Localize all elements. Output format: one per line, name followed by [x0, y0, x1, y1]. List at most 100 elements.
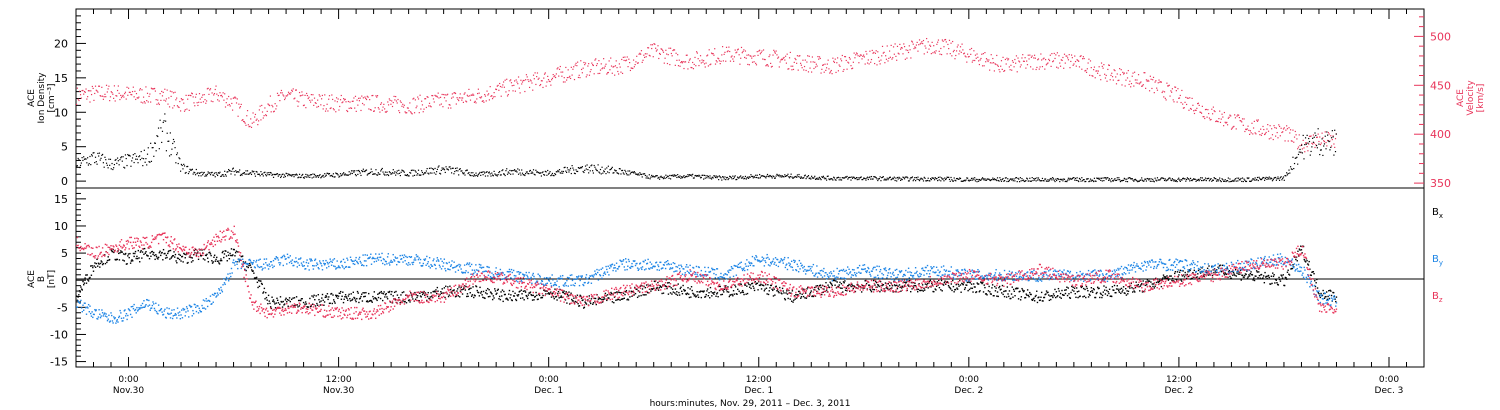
data-point [1012, 61, 1014, 63]
data-point [840, 179, 842, 181]
data-point [1116, 285, 1118, 287]
data-point [1087, 289, 1089, 292]
data-point [1122, 71, 1124, 73]
data-point [968, 180, 970, 182]
data-point [295, 89, 297, 91]
data-point [547, 173, 550, 175]
data-point [1072, 64, 1074, 66]
data-point [779, 176, 781, 178]
data-point [267, 302, 269, 305]
data-point [453, 92, 455, 94]
data-point [148, 247, 150, 249]
data-point [225, 175, 227, 177]
data-point [279, 173, 281, 176]
data-point [575, 62, 577, 64]
data-point [368, 108, 370, 110]
data-point [971, 61, 973, 63]
data-point [1080, 180, 1082, 182]
data-point [1046, 180, 1048, 182]
data-point [435, 95, 437, 97]
data-point [200, 255, 203, 257]
data-point [1089, 74, 1091, 76]
data-point [125, 157, 127, 160]
data-point [372, 94, 374, 97]
data-point [958, 53, 960, 55]
data-point [566, 302, 568, 304]
data-point [1021, 287, 1023, 290]
data-point [549, 292, 551, 295]
data-point [649, 284, 651, 286]
data-point [83, 93, 85, 95]
data-point [176, 152, 179, 154]
data-point [1303, 158, 1305, 160]
data-point [415, 107, 417, 109]
data-point [384, 294, 387, 296]
data-point [514, 80, 516, 82]
data-point [777, 57, 779, 59]
data-point [783, 297, 786, 300]
data-point [606, 294, 609, 296]
data-point [873, 51, 875, 54]
data-point [317, 99, 319, 101]
data-point [237, 171, 239, 173]
data-point [1021, 177, 1023, 180]
data-point [1085, 69, 1087, 72]
data-point [181, 256, 183, 258]
data-point [298, 91, 301, 94]
data-point [329, 107, 331, 110]
data-point [181, 99, 183, 101]
data-point [636, 55, 638, 57]
data-point [403, 291, 405, 293]
data-point [1213, 177, 1215, 179]
data-point [677, 176, 680, 178]
data-point [1026, 294, 1028, 296]
data-point [911, 288, 913, 290]
data-point [923, 53, 925, 55]
data-point [167, 103, 169, 105]
data-point [204, 259, 206, 261]
data-point [663, 176, 665, 178]
data-point [250, 126, 253, 128]
data-point [688, 174, 691, 176]
data-point [1295, 134, 1297, 136]
data-point [470, 295, 473, 297]
data-point [1150, 178, 1152, 180]
data-point [1071, 289, 1074, 291]
data-point [187, 261, 189, 264]
data-point [330, 107, 332, 109]
data-point [1122, 73, 1125, 75]
data-point [1096, 70, 1098, 72]
data-point [526, 76, 528, 78]
data-point [1038, 296, 1040, 298]
data-point [606, 167, 608, 169]
data-point [992, 295, 995, 297]
data-point [743, 49, 745, 51]
data-point [422, 111, 424, 113]
data-point [324, 296, 326, 299]
data-point [220, 175, 222, 178]
data-point [757, 54, 759, 56]
data-point [1033, 57, 1035, 59]
data-point [484, 93, 486, 96]
data-point [398, 111, 401, 114]
data-point [1117, 179, 1119, 181]
data-point [190, 169, 192, 171]
data-point [725, 289, 728, 291]
data-point [495, 88, 497, 90]
data-point [790, 65, 792, 67]
data-point [596, 170, 598, 172]
data-point [863, 177, 865, 179]
data-point [210, 254, 212, 257]
data-point [1186, 97, 1188, 99]
data-point [139, 88, 142, 90]
data-point [706, 288, 709, 290]
data-point [781, 293, 783, 295]
data-point [561, 75, 563, 77]
data-point [421, 104, 424, 106]
data-point [79, 90, 81, 92]
data-point [1288, 127, 1290, 129]
data-point [1122, 179, 1125, 181]
data-point [692, 177, 695, 179]
data-point [678, 59, 680, 61]
data-point [392, 169, 394, 171]
